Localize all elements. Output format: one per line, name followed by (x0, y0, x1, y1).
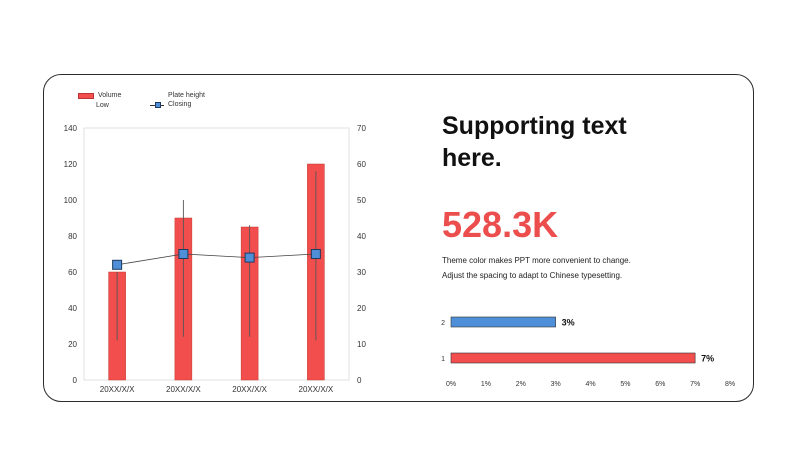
value-label-1: 7% (701, 354, 714, 364)
x-tick-label-pct-8: 8% (725, 381, 735, 388)
legend-closing-label: Closing (168, 101, 192, 108)
x-tick-label-pct-1: 1% (481, 381, 491, 388)
y-left-tick-label-6: 120 (64, 160, 78, 169)
y-left-tick-label-3: 60 (68, 268, 77, 277)
x-tick-label-1: 20XX/X/X (166, 385, 201, 394)
y-right-tick-label-6: 60 (357, 160, 366, 169)
y-left-tick-label-0: 0 (73, 376, 78, 385)
legend-low: Low (96, 102, 109, 109)
y-left-tick-label-1: 20 (68, 340, 77, 349)
legend-plate-height: Plate height (168, 92, 205, 99)
closing-marker-0 (112, 259, 123, 270)
closing-marker-3 (310, 249, 321, 259)
percent-bar-1 (450, 352, 696, 364)
percent-bar-0 (450, 316, 556, 328)
x-tick-label-2: 20XX/X/X (232, 385, 267, 394)
legend-plate-height-label: Plate height (168, 92, 205, 99)
big-number: 528.3K (442, 204, 559, 245)
x-tick-label-pct-2: 2% (516, 381, 526, 388)
content-card (43, 74, 754, 402)
x-tick-label-pct-3: 3% (551, 381, 561, 388)
legend-closing-swatch (150, 102, 164, 108)
plot-area (83, 127, 350, 381)
x-tick-label-3: 20XX/X/X (299, 385, 334, 394)
y-right-tick-label-4: 40 (357, 232, 366, 241)
x-tick-label-0: 20XX/X/X (100, 385, 135, 394)
y-left-tick-label-4: 80 (68, 232, 77, 241)
legend-volume: Volume (78, 92, 121, 99)
closing-line (117, 253, 316, 266)
x-tick-label-pct-4: 4% (585, 381, 595, 388)
y-left-tick-label-7: 140 (64, 124, 78, 133)
y-right-tick-label-1: 10 (357, 340, 366, 349)
closing-marker-1 (178, 249, 189, 259)
y-right-tick-label-0: 0 (357, 376, 362, 385)
x-tick-label-pct-0: 0% (446, 381, 456, 388)
legend-closing: Closing (150, 101, 191, 108)
closing-marker-2 (244, 252, 255, 263)
description-line-1: Theme color makes PPT more convenient to… (442, 256, 631, 265)
value-label-0: 3% (562, 318, 575, 328)
category-label-0: 2 (441, 320, 445, 327)
legend-volume-swatch (78, 92, 94, 99)
category-label-1: 1 (441, 356, 445, 363)
x-tick-label-pct-5: 5% (620, 381, 630, 388)
y-left-tick-label-2: 40 (68, 304, 77, 313)
description-line-2: Adjust the spacing to adapt to Chinese t… (442, 271, 623, 280)
slide-title: Supporting text here. (442, 112, 627, 172)
y-right-tick-label-2: 20 (357, 304, 366, 313)
y-left-tick-label-5: 100 (64, 196, 78, 205)
y-right-tick-label-7: 70 (357, 124, 366, 133)
legend-low-label: Low (96, 102, 109, 109)
x-tick-label-pct-6: 6% (655, 381, 665, 388)
y-right-tick-label-5: 50 (357, 196, 366, 205)
y-right-tick-label-3: 30 (357, 268, 366, 277)
x-tick-label-pct-7: 7% (690, 381, 700, 388)
legend-volume-label: Volume (98, 92, 122, 99)
